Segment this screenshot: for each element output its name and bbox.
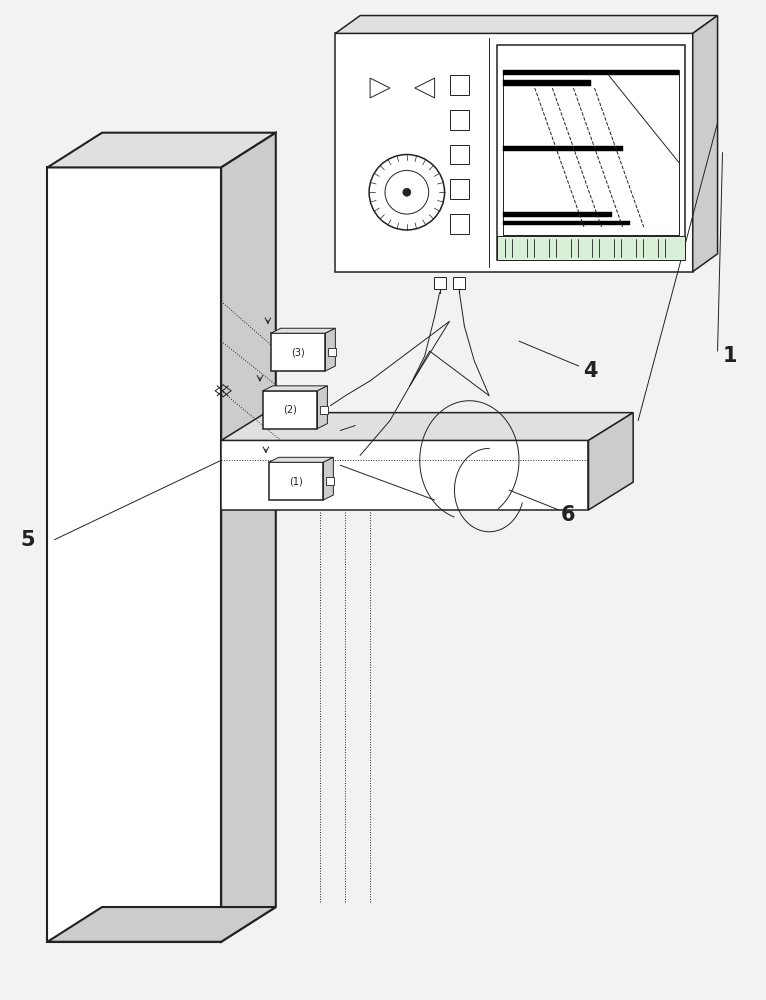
Polygon shape [497, 45, 685, 260]
Text: 6: 6 [561, 505, 575, 525]
Polygon shape [588, 413, 633, 510]
Text: (3): (3) [291, 347, 305, 357]
Polygon shape [269, 457, 333, 462]
Polygon shape [503, 221, 630, 225]
Polygon shape [503, 70, 679, 235]
Polygon shape [271, 333, 326, 371]
Polygon shape [434, 277, 446, 289]
Polygon shape [370, 78, 390, 98]
Polygon shape [263, 391, 317, 429]
Polygon shape [336, 33, 692, 272]
Polygon shape [329, 348, 336, 356]
Polygon shape [414, 78, 434, 98]
Polygon shape [323, 457, 333, 500]
Text: 5: 5 [21, 530, 35, 550]
Polygon shape [326, 477, 334, 485]
Text: (1): (1) [289, 476, 303, 486]
Polygon shape [221, 413, 633, 440]
Polygon shape [221, 133, 276, 942]
Text: 4: 4 [584, 361, 598, 381]
Polygon shape [326, 328, 336, 371]
Circle shape [403, 188, 411, 196]
Text: 1: 1 [722, 346, 737, 366]
Polygon shape [450, 214, 470, 234]
Polygon shape [450, 179, 470, 199]
Polygon shape [269, 462, 323, 500]
Polygon shape [47, 133, 276, 167]
Polygon shape [497, 236, 685, 260]
Circle shape [369, 155, 444, 230]
Polygon shape [320, 406, 329, 414]
Circle shape [385, 170, 429, 214]
Polygon shape [692, 16, 718, 272]
Polygon shape [503, 80, 591, 86]
Polygon shape [450, 145, 470, 164]
Polygon shape [450, 75, 470, 95]
Polygon shape [263, 386, 327, 391]
Polygon shape [503, 146, 623, 151]
Polygon shape [453, 277, 466, 289]
Polygon shape [336, 16, 718, 33]
Polygon shape [503, 70, 679, 75]
Polygon shape [317, 386, 327, 429]
Text: (2): (2) [283, 405, 296, 415]
Polygon shape [450, 110, 470, 130]
Polygon shape [47, 167, 221, 942]
Polygon shape [271, 328, 336, 333]
Polygon shape [221, 440, 588, 510]
Polygon shape [47, 907, 276, 942]
Polygon shape [503, 212, 612, 217]
